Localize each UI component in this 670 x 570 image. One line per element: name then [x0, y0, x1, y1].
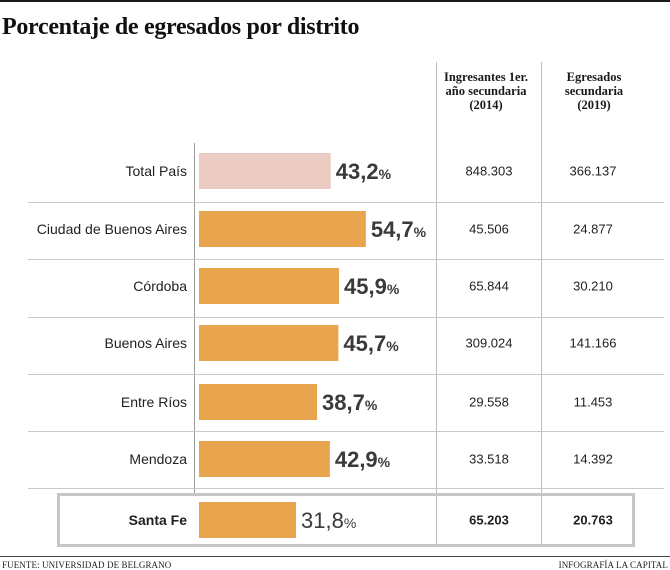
egresados-cell: 30.210 — [573, 278, 613, 294]
ingresantes-cell: 45.506 — [469, 221, 509, 237]
ingresantes-cell: 65.203 — [469, 512, 509, 528]
value-label: 45,7% — [343, 331, 399, 356]
value-label: 38,7% — [322, 390, 378, 415]
row-divider — [28, 259, 664, 260]
value-label: 42,9% — [335, 447, 391, 472]
row-divider — [28, 202, 664, 203]
row-label: Mendoza — [129, 451, 187, 467]
row-label: Santa Fe — [128, 512, 187, 528]
ingresantes-cell: 33.518 — [469, 451, 509, 467]
bar-total-pa-s — [199, 153, 331, 189]
value-label: 43,2% — [336, 159, 392, 184]
credit-note: INFOGRAFÍA LA CAPITAL — [558, 560, 668, 570]
egresados-cell: 11.453 — [573, 394, 613, 410]
footer-rule — [0, 556, 670, 557]
row-label: Córdoba — [133, 278, 187, 294]
highlight-box-santa-fe — [57, 493, 635, 547]
egresados-cell: 24.877 — [573, 221, 613, 237]
chart-title: Porcentaje de egresados por distrito — [2, 14, 360, 40]
bar-buenos-aires — [199, 325, 339, 361]
row-label: Entre Ríos — [120, 394, 187, 410]
value-label: 31,8% — [301, 508, 356, 533]
bar-c-rdoba — [199, 268, 339, 304]
ingresantes-cell: 65.844 — [469, 278, 509, 294]
row-divider — [28, 431, 664, 432]
bar-ciudad-de-buenos-aires — [199, 211, 366, 247]
bar-entre-r-os — [199, 384, 318, 420]
column-header-egresados: Egresados secundaria (2019) — [564, 70, 624, 112]
egresados-cell: 20.763 — [573, 512, 613, 528]
bar-mendoza — [199, 441, 330, 477]
row-label: Buenos Aires — [104, 335, 188, 351]
row-label: Ciudad de Buenos Aires — [36, 221, 187, 237]
egresados-cell: 366.137 — [569, 163, 617, 179]
axis-line — [194, 143, 195, 493]
source-note: FUENTE: UNIVERSIDAD DE BELGRANO — [2, 560, 172, 570]
row-divider — [28, 488, 664, 489]
value-label: 45,9% — [344, 274, 400, 299]
ingresantes-cell: 29.558 — [469, 394, 509, 410]
ingresantes-cell: 848.303 — [465, 163, 513, 179]
egresados-cell: 141.166 — [569, 335, 617, 351]
row-label: Total País — [125, 163, 187, 179]
value-label: 54,7% — [371, 217, 427, 242]
row-divider — [28, 317, 664, 318]
ingresantes-cell: 309.024 — [465, 335, 513, 351]
top-rule — [0, 0, 670, 2]
row-divider — [28, 374, 664, 375]
bar-santa-fe — [199, 502, 296, 538]
column-separator-right — [541, 62, 542, 547]
column-separator-left — [436, 62, 437, 547]
egresados-cell: 14.392 — [573, 451, 613, 467]
column-header-ingresantes: Ingresantes 1er. año secundaria (2014) — [443, 70, 529, 112]
